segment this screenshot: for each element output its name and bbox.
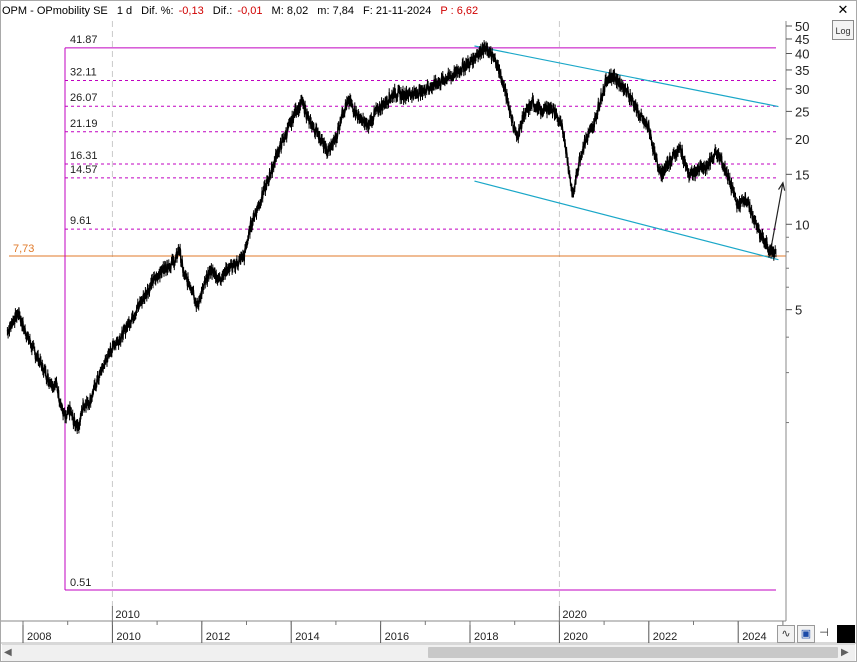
fib-level-label: 9.61 xyxy=(70,215,91,227)
y-tick-label: 20 xyxy=(795,132,809,147)
x-tick-label: 2022 xyxy=(653,631,677,643)
fibonacci-levels: 7,73 41.87 32.11 26.07 21.19 16.31 14.57 9.61 0.… xyxy=(9,34,786,591)
chart-grid: 2010 2020 xyxy=(111,21,587,621)
y-tick-label: 50 xyxy=(795,19,809,34)
dif-pct-label: Dif. %: xyxy=(141,5,174,17)
x-tick-label: 2020 xyxy=(563,631,587,643)
x-tick-label: 2024 xyxy=(742,631,766,643)
price-bars xyxy=(6,40,777,434)
close-icon[interactable]: ✕ xyxy=(837,2,849,17)
price-series xyxy=(6,40,777,434)
line-chart-icon[interactable]: ∿ xyxy=(777,625,795,643)
x-tick-label: 2012 xyxy=(206,631,230,643)
fib-level-label: 41.87 xyxy=(70,34,98,46)
y-tick-label: 5 xyxy=(795,303,802,318)
y-tick-label: 35 xyxy=(795,63,809,78)
y-tick-label: 30 xyxy=(795,82,809,97)
fib-level-label: 21.19 xyxy=(70,118,98,130)
channel-upper-line xyxy=(474,45,779,108)
period-label: 1 d xyxy=(116,5,133,17)
reference-line-label: 7,73 xyxy=(13,243,34,255)
y-tick-label: 25 xyxy=(795,104,809,119)
log-scale-button[interactable]: Log xyxy=(832,20,854,40)
fib-level-label: 14.57 xyxy=(70,164,98,176)
y-tick-label: 45 xyxy=(795,32,809,47)
dif-pct-value: -0,13 xyxy=(178,5,204,17)
date-value: F: 21-11-2024 xyxy=(363,5,432,17)
dif-label: Dif.: xyxy=(212,5,233,17)
max-value: M: 8,02 xyxy=(271,5,309,17)
x-tick-label: 2016 xyxy=(385,631,409,643)
pin-icon[interactable]: ⊣ xyxy=(819,627,829,639)
x-tick-label: 2010 xyxy=(116,631,140,643)
scroll-left-arrow-icon[interactable]: ◀ xyxy=(4,647,12,658)
y-tick-label: 15 xyxy=(795,167,809,182)
scroll-right-arrow-icon[interactable]: ▶ xyxy=(841,647,849,658)
trend-channels xyxy=(474,45,786,261)
save-disk-icon[interactable]: ▣ xyxy=(797,625,815,643)
major-year-label: 2010 xyxy=(115,609,139,621)
scrollbar-thumb[interactable] xyxy=(428,647,838,658)
channel-lower-line xyxy=(474,180,779,261)
dif-value: -0,01 xyxy=(237,5,263,17)
major-year-label: 2020 xyxy=(562,609,586,621)
y-tick-label: 40 xyxy=(795,46,809,61)
min-value: m: 7,84 xyxy=(317,5,354,17)
fib-level-label: 26.07 xyxy=(70,92,98,104)
x-tick-label: 2018 xyxy=(474,631,498,643)
forecast-arrow-head xyxy=(778,181,786,191)
p-value: P : 6,62 xyxy=(440,5,479,17)
fib-level-label: 16.31 xyxy=(70,150,98,162)
chart-header-bar: OPM - OPmobility SE 1 d Dif. %: -0,13 Di… xyxy=(2,2,855,20)
ticker-title: OPM - OPmobility SE xyxy=(2,5,108,17)
fib-level-label: 0.51 xyxy=(70,577,91,589)
y-tick-label: 10 xyxy=(795,217,809,232)
horizontal-scrollbar[interactable]: ◀ ▶ xyxy=(2,644,855,661)
color-swatch-icon[interactable] xyxy=(837,625,855,643)
x-axis: 2008 2010 2012 2014 2016 2018 2020 2022 2024 xyxy=(1,620,856,644)
x-tick-label: 2014 xyxy=(295,631,319,643)
fib-level-label: 32.11 xyxy=(70,67,97,79)
x-tick-label: 2008 xyxy=(27,631,51,643)
